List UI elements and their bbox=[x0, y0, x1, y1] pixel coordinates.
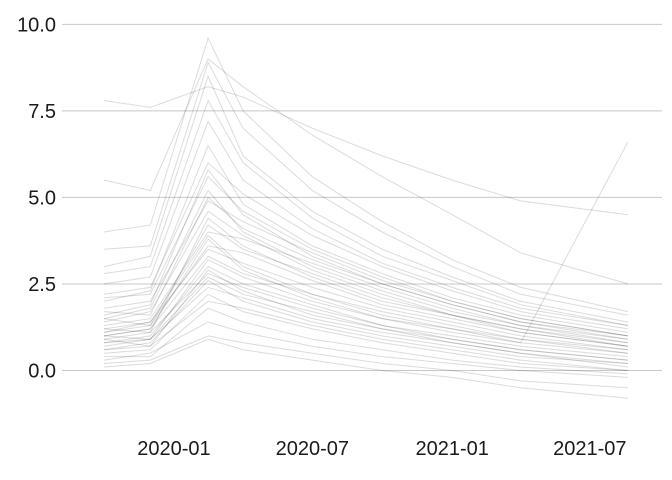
series-line-30 bbox=[103, 86, 628, 216]
series-line-31 bbox=[103, 234, 628, 351]
y-tick-label: 2.5 bbox=[28, 274, 56, 296]
series-line-16 bbox=[103, 335, 628, 389]
series-line-34 bbox=[103, 141, 629, 344]
series-line-21 bbox=[103, 259, 628, 354]
series-line-4 bbox=[103, 144, 628, 333]
y-tick-label: 5.0 bbox=[28, 187, 56, 209]
series-lines bbox=[103, 36, 629, 399]
series-line-19 bbox=[103, 286, 628, 364]
series-line-23 bbox=[104, 307, 628, 375]
y-tick-label: 7.5 bbox=[28, 101, 56, 123]
series-line-22 bbox=[103, 210, 628, 344]
series-line-33 bbox=[103, 300, 628, 371]
grid-lines bbox=[62, 23, 662, 371]
series-line-9 bbox=[103, 200, 628, 337]
series-line-27 bbox=[103, 61, 628, 316]
series-line-12 bbox=[103, 248, 628, 351]
x-tick-label: 2021-07 bbox=[553, 438, 626, 460]
series-line-25 bbox=[103, 245, 628, 347]
series-line-11 bbox=[103, 120, 628, 326]
series-line-7 bbox=[103, 74, 628, 323]
series-line-2 bbox=[103, 279, 628, 364]
series-line-24 bbox=[103, 99, 628, 326]
series-line-17 bbox=[103, 231, 628, 344]
series-line-15 bbox=[103, 36, 628, 313]
series-line-32 bbox=[103, 175, 628, 337]
series-line-10 bbox=[103, 293, 628, 371]
series-line-36 bbox=[103, 276, 628, 361]
series-line-28 bbox=[103, 196, 628, 337]
series-line-3 bbox=[103, 189, 628, 340]
series-line-13 bbox=[103, 269, 628, 368]
x-tick-label: 2020-07 bbox=[276, 438, 349, 460]
series-line-8 bbox=[103, 265, 628, 361]
y-axis-tick-labels: 0.0 2.5 5.0 7.5 10.0 bbox=[17, 14, 56, 382]
x-axis-tick-labels: 2020-01 2020-07 2021-01 2021-07 bbox=[137, 438, 626, 460]
series-line-1 bbox=[103, 238, 628, 354]
series-line-35 bbox=[103, 224, 628, 347]
x-tick-label: 2020-01 bbox=[137, 438, 210, 460]
series-line-14 bbox=[103, 168, 628, 340]
y-tick-label: 10.0 bbox=[17, 14, 56, 36]
series-line-6 bbox=[103, 217, 628, 347]
series-line-18 bbox=[103, 161, 628, 330]
series-line-5 bbox=[103, 321, 628, 378]
series-line-20 bbox=[103, 58, 628, 285]
series-line-29 bbox=[103, 338, 628, 399]
y-tick-label: 0.0 bbox=[28, 360, 56, 382]
x-tick-label: 2021-01 bbox=[415, 438, 488, 460]
series-line-26 bbox=[103, 273, 628, 358]
